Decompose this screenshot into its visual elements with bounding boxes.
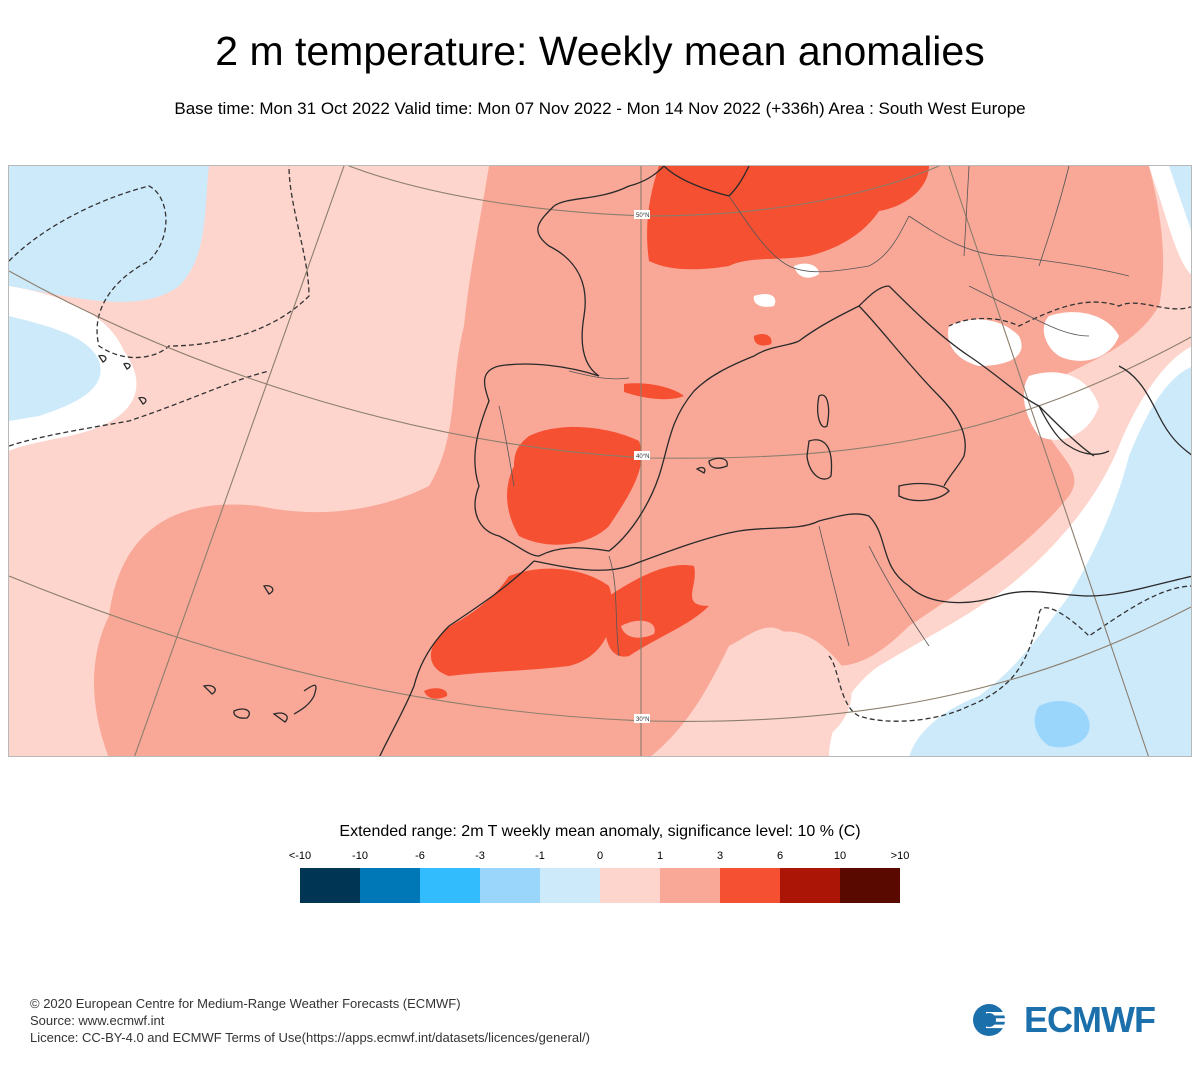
libya-cool-spot [1034,701,1090,748]
morocco-very-warm [430,568,613,676]
canary-very-warm-spot [424,688,448,699]
legend-label-lt-minus10: <-10 [288,850,312,862]
greece-neutral [1023,372,1099,440]
legend-label-minus3: -3 [475,850,485,862]
atlantic-cool-region [9,166,209,302]
country-borders [498,166,1130,657]
ecmwf-logo: ECMWF [972,999,1172,1040]
legend-swatch-2 [420,868,480,903]
page-subtitle: Base time: Mon 31 Oct 2022 Valid time: M… [174,99,1026,118]
footer-source: Source: www.ecmwf.int [30,1013,165,1028]
legend-label-minus10: -10 [352,850,368,862]
legend-swatch-3 [480,868,540,903]
algeria-warm-hole [621,620,655,638]
legend-label-minus1: -1 [535,850,545,862]
balkan-neutral-2 [1043,312,1119,361]
legend-swatch-0 [300,868,360,903]
legend-colorbar [300,868,900,903]
footer-licence: Licence: CC-BY-4.0 and ECMWF Terms of Us… [30,1030,590,1045]
coastlines [97,166,1191,756]
significance-contour-east-med [828,585,1191,722]
footer: © 2020 European Centre for Medium-Range … [30,995,590,1046]
legend-label-gt-10: >10 [890,850,910,862]
legend-label-6: 6 [776,850,784,862]
ecmwf-logo-icon [973,1004,1018,1036]
footer-copyright: © 2020 European Centre for Medium-Range … [30,996,461,1011]
east-med-cool-region [909,366,1191,756]
legend-label-minus6: -6 [415,850,425,862]
significance-contour-west [9,370,270,447]
page-title: 2 m temperature: Weekly mean anomalies [215,28,985,74]
ebro-very-warm [624,383,684,400]
iberia-very-warm-north [539,426,589,445]
latitude-labels: 50°N 40°N 30°N [634,210,650,723]
legend-title: Extended range: 2m T weekly mean anomaly… [339,823,861,840]
legend-labels: <-10 -10 -6 -3 -1 0 1 3 6 10 >10 [270,849,930,865]
iberia-very-warm [507,426,642,545]
tunisia-slight-warm [759,631,852,746]
lat-label-30: 30°N [636,717,649,723]
legend-label-1: 1 [656,850,664,862]
legend-swatch-7 [720,868,780,903]
legend-swatch-1 [360,868,420,903]
atlantic-cool-region-2 [9,316,101,421]
map-canvas: 50°N 40°N 30°N [9,166,1191,756]
legend-swatch-9 [840,868,900,903]
lat-label-40: 40°N [636,454,649,460]
anomaly-map[interactable]: 50°N 40°N 30°N [8,165,1192,757]
significance-contour-balkans [948,301,1191,327]
lat-label-50: 50°N [636,213,649,219]
legend-swatch-4 [540,868,600,903]
legend-swatch-6 [660,868,720,903]
alps-neutral-2 [753,294,776,307]
legend-label-0: 0 [596,850,604,862]
provence-very-warm-spot [753,333,772,346]
legend-swatch-8 [780,868,840,903]
germany-very-warm-spot [829,175,872,212]
legend-label-3: 3 [716,850,724,862]
legend-swatch-5 [600,868,660,903]
significance-contour-atlantic [9,166,310,359]
legend-label-10: 10 [833,850,847,862]
ecmwf-logo-text: ECMWF [1024,999,1156,1040]
